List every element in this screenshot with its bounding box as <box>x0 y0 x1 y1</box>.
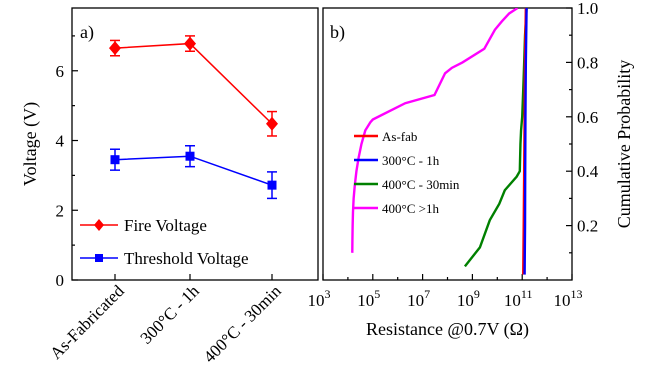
panel-b-xtick-label: 107 <box>407 287 430 310</box>
panel-b-legend-label: 300°C - 1h <box>382 153 440 168</box>
panel-a-legend-marker <box>95 254 103 262</box>
panel-a-data-point <box>110 155 120 165</box>
panel-b-xtick-label: 103 <box>308 287 331 310</box>
panel-b-legend-label: 400°C - 30min <box>382 177 460 192</box>
panel-b-ytick-label: 0.6 <box>577 108 598 127</box>
panel-b-ytick-label: 0.8 <box>577 53 598 72</box>
panel-a-label: a) <box>80 22 94 43</box>
panel-b-series-line <box>463 8 528 268</box>
panel-b-xtick-base: 10 <box>407 291 424 310</box>
panel-a-series-line <box>114 42 273 125</box>
panel-a-data-point <box>185 151 195 161</box>
panel-a-data-point <box>109 41 121 56</box>
panel-b-label: b) <box>330 22 345 43</box>
panel-b-ylabel: Cumulative Probability <box>614 60 634 229</box>
panel-a-ytick-label: 6 <box>56 62 65 81</box>
panel-b-xtick-exponent: 7 <box>424 287 430 301</box>
panel-b-legend-label: 400°C >1h <box>382 201 439 216</box>
panel-a-frame <box>71 7 319 281</box>
panel-b-series-line <box>523 8 528 275</box>
panel-b-xtick-label: 1011 <box>504 287 533 310</box>
panel-a-ytick-label: 4 <box>56 132 65 151</box>
panel-b-ytick-label: 0.4 <box>577 162 599 181</box>
panel-b-xtick-label: 105 <box>357 287 380 310</box>
panel-b-ytick-label: 0.2 <box>577 217 598 236</box>
panel-b-xtick-exponent: 11 <box>521 287 533 301</box>
panel-b-xtick-base: 10 <box>554 291 571 310</box>
panel-b-xtick-exponent: 9 <box>474 287 480 301</box>
panel-a-data-point <box>266 116 278 131</box>
panel-b-xtick-exponent: 3 <box>325 287 331 301</box>
panel-a-legend-marker <box>94 219 104 231</box>
panel-a-category-label: As-Fabricated <box>46 281 128 363</box>
panel-b-ytick-label: 1.0 <box>577 0 598 18</box>
panel-a-legend-label: Fire Voltage <box>124 216 207 235</box>
panel-b-xtick-exponent: 5 <box>374 287 380 301</box>
panel-a-ytick-label: 0 <box>56 271 65 290</box>
panel-b-xlabel: Resistance @0.7V (Ω) <box>366 319 529 340</box>
panel-a-category-label: 300°C - 1h <box>136 281 203 348</box>
panel-b-xtick-base: 10 <box>308 291 325 310</box>
panel-a-data-point <box>267 180 277 190</box>
panel-b-xtick-label: 1013 <box>554 287 583 310</box>
panel-b-xtick-base: 10 <box>357 291 374 310</box>
panel-a-data-point <box>184 36 196 51</box>
panel-a-category-label: 400°C - 30min <box>200 281 285 366</box>
panel-b-series-line <box>351 8 519 253</box>
panel-b-legend-label: As-fab <box>382 129 417 144</box>
panel-b-xtick-label: 109 <box>457 287 480 310</box>
panel-a-ylabel: Voltage (V) <box>20 102 41 186</box>
panel-b-xtick-exponent: 13 <box>571 287 583 301</box>
panel-a-ytick-label: 2 <box>56 201 65 220</box>
panel-b-xtick-base: 10 <box>457 291 474 310</box>
panel-b-xtick-base: 10 <box>504 291 521 310</box>
panel-a-legend-label: Threshold Voltage <box>124 249 249 268</box>
